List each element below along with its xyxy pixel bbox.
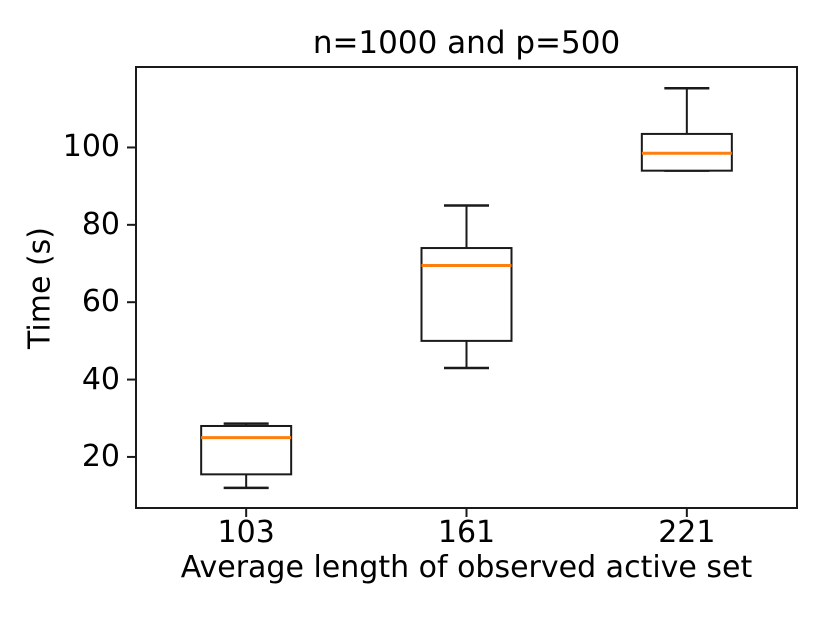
chart-title: n=1000 and p=500 [312,25,621,61]
y-tick-label: 80 [81,206,120,242]
x-tick-label: 221 [658,515,716,550]
y-tick-label: 100 [62,129,120,165]
box-iqr [420,247,513,342]
y-tick-label: 20 [81,438,120,474]
box-iqr [200,424,293,476]
x-axis-label: Average length of observed active set [180,550,753,585]
x-tick-label: 161 [437,515,496,550]
x-tick-label: 103 [217,515,275,550]
y-tick-label: 60 [81,284,120,320]
y-tick-label: 40 [81,361,120,397]
